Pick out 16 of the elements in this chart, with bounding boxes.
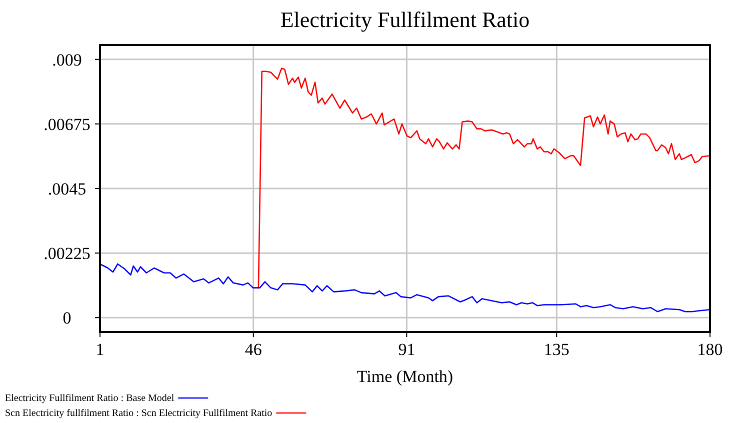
y-tick-label: .009: [52, 50, 82, 70]
line-series: [100, 263, 710, 312]
y-tick-label: .00675: [44, 114, 90, 134]
x-tick-label: 1: [96, 340, 104, 359]
legend-label: Electricity Fullfilment Ratio : Base Model: [5, 393, 174, 404]
legend-label: Scn Electricity fullfilment Ratio : Scn Electricity Fullfilment Ratio: [5, 408, 272, 419]
line-series: [258, 68, 710, 288]
x-tick-label: 91: [398, 340, 416, 359]
y-tick-label: .0045: [48, 180, 86, 198]
x-axis-title: Time (Month): [356, 367, 454, 386]
x-tick-label: 46: [244, 340, 262, 359]
chart-title: Electricity Fullfilment Ratio: [280, 7, 530, 32]
x-tick-label: 135: [544, 340, 570, 359]
y-tick-label: 0: [62, 308, 72, 328]
y-tick-label: .00225: [44, 244, 90, 264]
x-tick-label: 180: [697, 340, 723, 359]
